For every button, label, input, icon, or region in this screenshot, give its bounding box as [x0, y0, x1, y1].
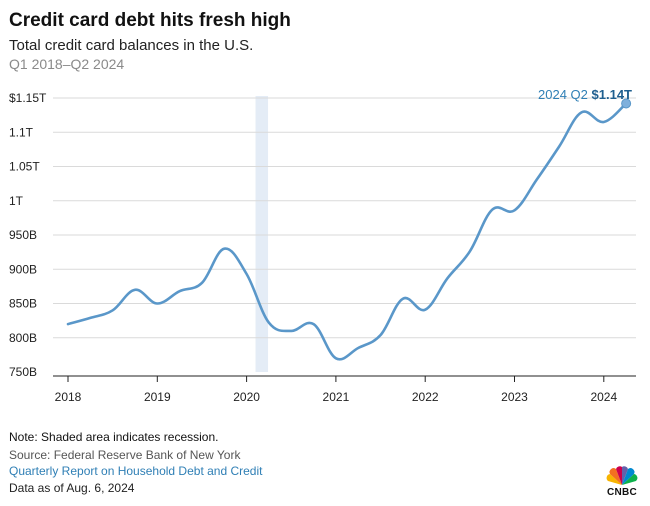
- series-layer: [66, 98, 632, 361]
- cnbc-logo: CNBC: [600, 464, 644, 500]
- y-tick-label: 850B: [9, 297, 37, 311]
- x-tick-label: 2023: [501, 390, 528, 404]
- x-tick-label: 2022: [412, 390, 439, 404]
- x-axis: 2018 2019 2020 2021 2022 2023 2024: [53, 375, 636, 404]
- x-tick-label: 2021: [323, 390, 350, 404]
- nbc-peacock-icon: [606, 466, 638, 485]
- y-tick-label: 800B: [9, 331, 37, 345]
- chart-title: Credit card debt hits fresh high: [9, 10, 291, 31]
- report-link[interactable]: Quarterly Report on Household Debt and C…: [9, 464, 263, 478]
- y-tick-label: 1.05T: [9, 160, 40, 174]
- x-tick-label: 2018: [55, 390, 82, 404]
- x-tick-label: 2019: [144, 390, 171, 404]
- y-tick-label: 950B: [9, 228, 37, 242]
- y-tick-label: 1T: [9, 194, 24, 208]
- recession-note: Note: Shaded area indicates recession.: [9, 430, 219, 444]
- series-line: [66, 102, 628, 361]
- last-value-annotation: 2024 Q2 $1.14T: [538, 87, 632, 102]
- gridlines: [53, 97, 636, 339]
- y-tick-label: 750B: [9, 365, 37, 379]
- y-tick-label: $1.15T: [9, 91, 47, 105]
- recession-band-layer: [255, 96, 269, 372]
- date-range: Q1 2018–Q2 2024: [9, 56, 125, 72]
- last-point-marker: [621, 98, 632, 109]
- logo-wordmark: CNBC: [606, 487, 638, 498]
- y-tick-label: 900B: [9, 262, 37, 276]
- recession-band: [255, 96, 269, 372]
- x-tick-label: 2020: [233, 390, 260, 404]
- data-date: Data as of Aug. 6, 2024: [9, 481, 135, 495]
- line-chart: $1.15T 1.1T 1.05T 1T 950B 900B 850B 800B 750B 20…: [9, 87, 636, 404]
- y-axis-labels: $1.15T 1.1T 1.05T 1T 950B 900B 850B 800B 750B: [9, 91, 47, 379]
- y-tick-label: 1.1T: [9, 125, 34, 139]
- chart-subtitle: Total credit card balances in the U.S.: [9, 37, 254, 54]
- x-tick-label: 2024: [590, 390, 617, 404]
- source-text: Source: Federal Reserve Bank of New York: [9, 448, 241, 462]
